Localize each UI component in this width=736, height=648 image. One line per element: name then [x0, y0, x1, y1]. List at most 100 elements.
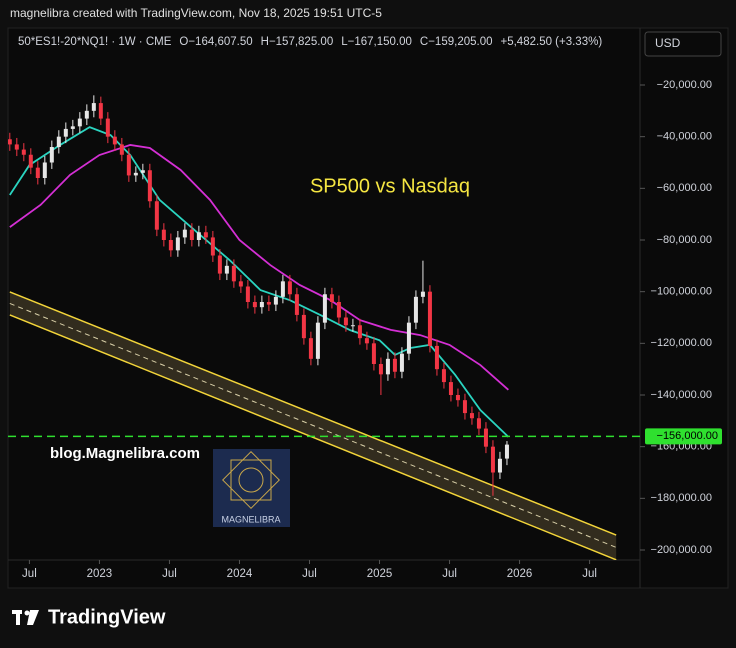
candle-body [245, 286, 250, 303]
currency-box[interactable] [644, 31, 722, 57]
candle-body [357, 325, 362, 339]
y-tick-label: −60,000.00 [657, 182, 712, 194]
y-tick-label: −40,000.00 [657, 131, 712, 143]
legend-key: L [341, 36, 348, 48]
logo-text: MAGNELIBRA [221, 514, 280, 524]
channel-midline [9, 302, 617, 548]
x-tick-label: Jul [582, 568, 597, 580]
watermark: blog.Magnelibra.com [50, 445, 200, 462]
candle-body [28, 154, 33, 168]
candle-body [392, 358, 397, 372]
candle-body [98, 103, 103, 119]
candle-body [315, 322, 320, 359]
brand: TradingView [48, 606, 166, 628]
plot-area [8, 95, 617, 560]
candle-body [154, 201, 159, 230]
candle-body [448, 382, 453, 396]
candle-body [182, 229, 187, 238]
candle-body [364, 338, 369, 344]
candle-body [91, 103, 96, 111]
candle-body [287, 281, 292, 295]
y-tick-label: −100,000.00 [651, 286, 712, 298]
candle-body [371, 343, 376, 365]
legend-value: −167,150.00 [348, 36, 412, 48]
candle-body [217, 255, 222, 274]
candle-body [406, 322, 411, 354]
candle-body [413, 296, 418, 323]
candle-body [497, 458, 502, 473]
y-tick-label: −120,000.00 [651, 337, 712, 349]
candle-body [252, 302, 257, 308]
candle-body [350, 325, 355, 327]
y-tick-label: −180,000.00 [651, 492, 712, 504]
candle-body [175, 237, 180, 251]
logo-bg [213, 449, 290, 527]
x-tick-label: Jul [442, 568, 457, 580]
x-tick-label: 2026 [507, 568, 533, 580]
candle-body [77, 118, 82, 127]
candle-body [56, 136, 61, 147]
candle-body [140, 170, 145, 173]
candle-body [469, 413, 474, 419]
candle-body [399, 353, 404, 372]
horizontal-line-label-bg [645, 428, 722, 445]
candle-body [378, 364, 383, 375]
y-tick-label: −200,000.00 [651, 544, 712, 556]
candle-body [112, 136, 117, 145]
candle-body [483, 428, 488, 447]
brand-icon [16, 610, 20, 625]
candle-body [210, 237, 215, 256]
candle-body [224, 265, 229, 274]
brand-icon [27, 610, 39, 625]
candle-body [301, 314, 306, 339]
candle-body [441, 369, 446, 383]
candle-body [105, 118, 110, 137]
candle-body [168, 240, 173, 251]
currency[interactable]: USD [655, 36, 681, 50]
x-tick-label: 2024 [227, 568, 253, 580]
candle-body [126, 154, 131, 176]
candle-body [238, 281, 243, 287]
horizontal-line-label: −156,000.00 [657, 430, 718, 442]
legend-key: H [261, 36, 269, 48]
candle-body [322, 294, 327, 323]
candle-body [336, 302, 341, 318]
candle-body [259, 302, 264, 308]
x-tick-label: Jul [22, 568, 37, 580]
candle-body [189, 229, 194, 241]
candle-body [462, 400, 467, 414]
legend: 50*ES1!-20*NQ1! · 1W · CME O−164,607.50 H−… [18, 36, 602, 48]
series-label: 50*ES1!-20*NQ1! · 1W · CME [18, 36, 172, 48]
candle-body [490, 446, 495, 473]
legend-value: −157,825.00 [269, 36, 333, 48]
candle-body [504, 444, 509, 459]
logo-square [230, 459, 272, 501]
candle-body [21, 149, 26, 155]
y-tick-label: −20,000.00 [657, 79, 712, 91]
channel-lower [9, 314, 617, 560]
candle-body [434, 345, 439, 370]
candle-body [196, 232, 201, 241]
candle-body [476, 418, 481, 429]
brand-logo: TradingView [12, 606, 166, 628]
candle-body [63, 128, 68, 137]
candle-body [147, 170, 152, 202]
legend-value: −164,607.50 [188, 36, 252, 48]
candle-body [42, 162, 47, 179]
x-tick-label: 2023 [87, 568, 113, 580]
chart-title: SP500 vs Nasdaq [310, 175, 470, 197]
candle-body [161, 229, 166, 241]
logo-circle [238, 467, 264, 493]
chart-panel [7, 27, 729, 589]
candle-body [84, 110, 89, 119]
y-tick-label: −80,000.00 [657, 234, 712, 246]
candle-body [35, 167, 40, 179]
x-tick-label: 2025 [367, 568, 393, 580]
channel-upper [9, 291, 617, 536]
candle-body [14, 144, 19, 150]
x-tick-label: Jul [162, 568, 177, 580]
candle-body [203, 232, 208, 238]
candle-body [329, 294, 334, 303]
candle-body [49, 146, 54, 163]
